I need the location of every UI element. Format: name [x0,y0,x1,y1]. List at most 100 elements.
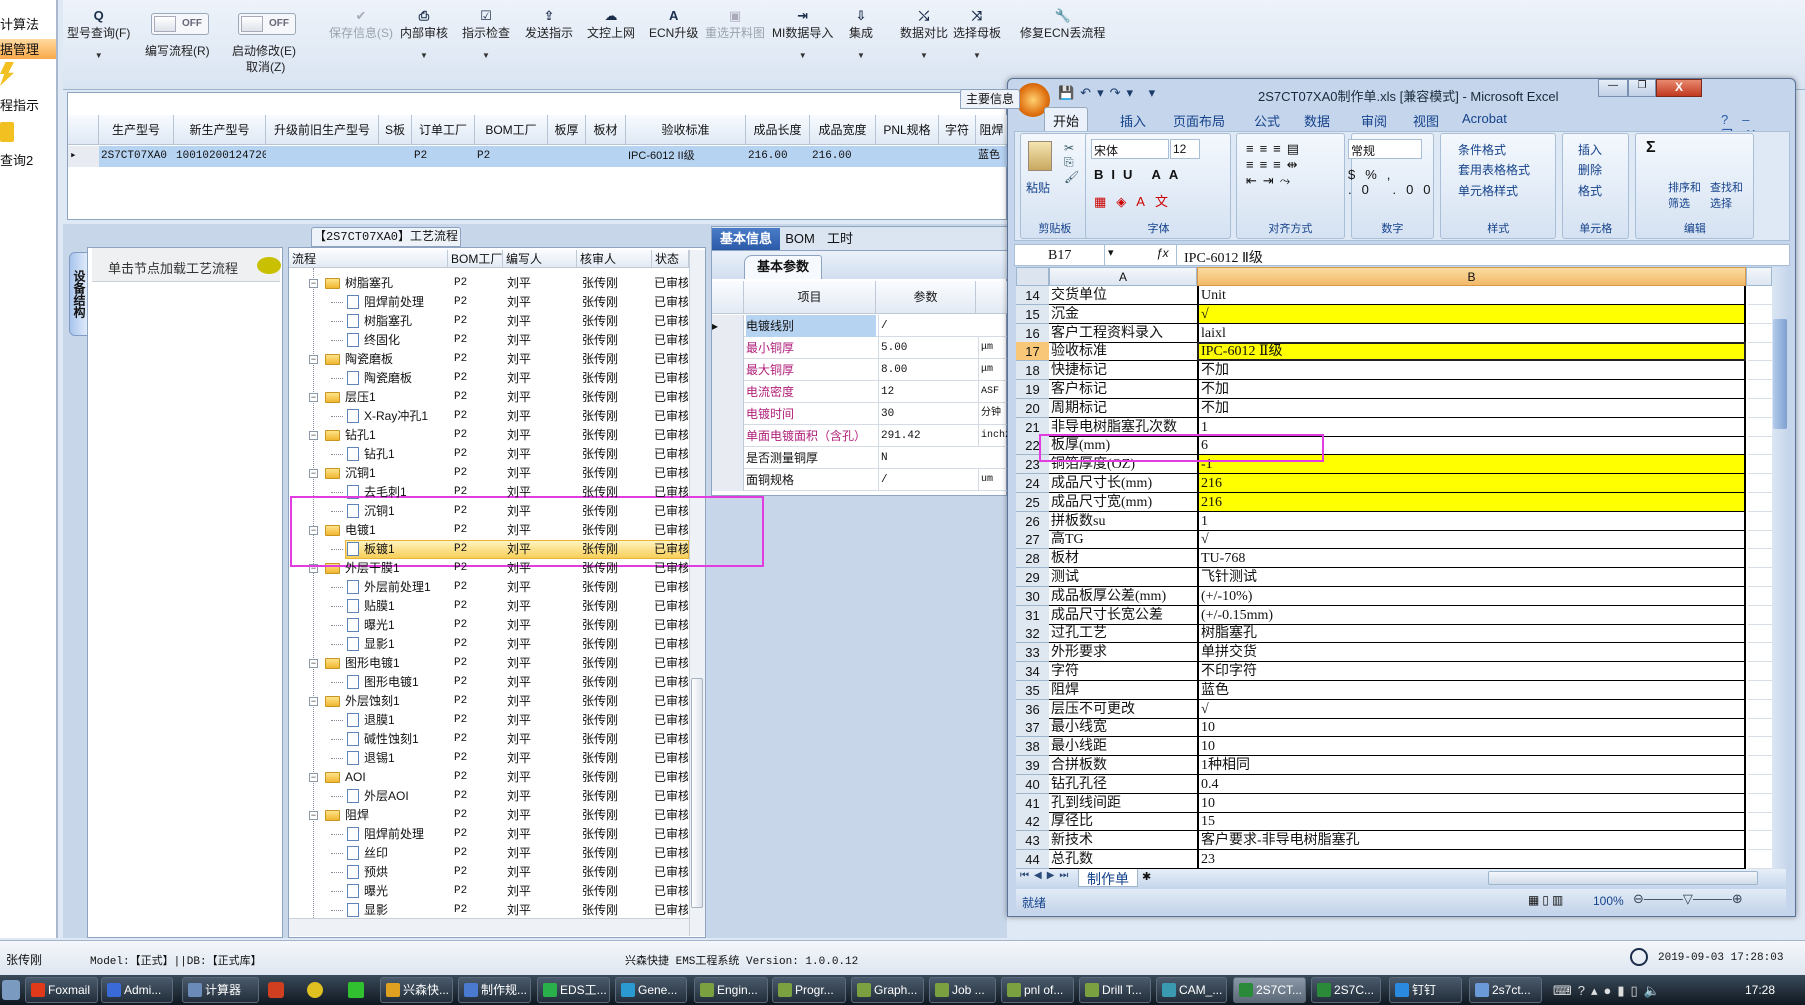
collapse-icon[interactable]: − [309,696,318,706]
collapse-icon[interactable]: − [309,525,318,535]
cell-c[interactable] [1748,606,1772,625]
cell-a[interactable]: 成品尺寸长(mm) [1049,474,1197,493]
tree-row[interactable]: 树脂塞孔 P2 刘平 张传刚 已审核 [289,312,689,331]
tree-row[interactable]: 阻焊前处理 P2 刘平 张传刚 已审核 [289,293,689,312]
tree-row[interactable]: 外层AOI P2 刘平 张传刚 已审核 [289,787,689,806]
cell-a[interactable]: 拼板数su [1049,512,1197,531]
tab-1[interactable]: BOM [785,231,815,246]
ribbon-tab[interactable]: 插入 [1120,114,1147,129]
font-size-select[interactable]: 12 [1170,139,1200,159]
row-number[interactable]: 37 [1016,718,1049,738]
param-value[interactable]: 30 [878,403,976,425]
column-header[interactable]: 新生产型号 [174,115,266,145]
column-header[interactable]: 板材 [586,115,626,145]
cell-a[interactable]: 成品板厚公差(mm) [1049,587,1197,606]
toolbar-button[interactable]: A ECN升级 [649,8,698,41]
cell-a[interactable]: 客户工程资料录入 [1049,324,1197,343]
cell-b[interactable]: √ [1197,699,1746,719]
cell-a[interactable]: 钻孔孔径 [1049,775,1197,794]
column-header-c[interactable] [1746,267,1772,286]
cell-a[interactable]: 字符 [1049,662,1197,681]
grid-cell[interactable]: 216.00 [746,146,810,167]
param-row[interactable]: 最大铜厚 8.00 μm [712,359,1008,381]
cell-c[interactable] [1748,831,1772,851]
cell-a[interactable]: 最小线距 [1049,737,1197,757]
scrollbar-thumb[interactable] [691,678,703,908]
ribbon-tab[interactable]: 审阅 [1361,114,1388,129]
cell-a[interactable]: 交货单位 [1049,286,1197,305]
cell-b[interactable]: 23 [1197,850,1746,869]
taskbar-button[interactable]: pnl of... [1001,977,1074,1003]
cell-c[interactable] [1748,624,1772,644]
cell-a[interactable]: 验收标准 [1049,342,1197,362]
tree-row[interactable]: − 图形电镀1 P2 刘平 张传刚 已审核 [289,654,689,673]
tree-row[interactable]: − 层压1 P2 刘平 张传刚 已审核 [289,388,689,407]
row-number[interactable]: 24 [1016,474,1049,493]
row-number[interactable]: 27 [1016,530,1049,550]
param-row[interactable]: 单面电镀面积（含孔） 291.42inch2 [712,425,1008,447]
cell-a[interactable]: 周期标记 [1049,399,1197,418]
tree-row[interactable]: 退锡1 P2 刘平 张传刚 已审核 [289,749,689,768]
row-number[interactable]: 16 [1016,323,1049,343]
taskbar-button[interactable]: Progr... [772,977,846,1003]
cell-b[interactable]: 15 [1197,812,1746,832]
column-header[interactable] [712,281,744,314]
taskbar-button[interactable]: Drill T... [1079,977,1151,1003]
cell-a[interactable]: 成品尺寸宽(mm) [1049,493,1197,512]
font-color-buttons[interactable]: ▦◈A文 [1094,194,1178,209]
column-header[interactable]: 阻焊 [976,115,1008,145]
taskbar-button[interactable]: Foxmail [25,977,98,1003]
ribbon-tab[interactable]: Acrobat [1462,111,1507,126]
column-header[interactable]: 字符 [939,115,976,145]
row-number[interactable]: 44 [1016,850,1049,869]
grid-cell[interactable] [939,146,976,167]
grid-cell[interactable]: 2S7CT07XA0 [99,146,174,167]
row-number[interactable]: 36 [1016,699,1049,719]
row-number[interactable]: 25 [1016,492,1049,512]
name-box[interactable]: B17 [1048,248,1072,263]
param-value[interactable]: 8.00 [878,359,976,381]
insert-sheet-icon[interactable]: ✱ [1142,871,1152,883]
format-cells-button[interactable]: 格式 [1578,184,1603,198]
cell-b[interactable]: (+/-10%) [1197,586,1746,606]
tree-row[interactable]: 沉铜1 P2 刘平 张传刚 已审核 [289,502,689,521]
taskbar-button[interactable]: 2S7C... [1311,977,1381,1003]
tree-row[interactable]: − 外层蚀刻1 P2 刘平 张传刚 已审核 [289,692,689,711]
cancel-label[interactable]: 取消(Z) [246,60,286,74]
cell-b[interactable]: 不加 [1197,398,1746,418]
param-value[interactable]: / [878,315,976,337]
row-number[interactable]: 15 [1016,304,1049,324]
cell-b[interactable]: 1 [1197,417,1746,437]
close-button[interactable]: X [1656,79,1702,97]
chevron-down-icon[interactable]: ▼ [920,51,928,60]
cell-c[interactable] [1748,380,1772,399]
cell-b[interactable]: √ [1197,304,1746,324]
tree-row[interactable]: − 阻焊 P2 刘平 张传刚 已审核 [289,806,689,825]
cell-a[interactable]: 非导电树脂塞孔次数 [1049,418,1197,437]
cell-b[interactable]: 216 [1197,474,1746,493]
row-number[interactable]: 29 [1016,568,1049,587]
column-header[interactable]: 升级前旧生产型号 [266,115,379,145]
param-row[interactable]: 电流密度 12 ASF [712,381,1008,403]
nav-item[interactable]: 据管理 [0,39,56,59]
cell-a[interactable]: 测试 [1049,568,1197,587]
column-header[interactable]: PNL规格 [876,115,939,145]
cell-b[interactable]: 0.4 [1197,774,1746,794]
tree-row[interactable]: − AOI P2 刘平 张传刚 已审核 [289,768,689,787]
cell-a[interactable]: 总孔数 [1049,850,1197,869]
cell-c[interactable] [1748,643,1772,663]
select-all-corner[interactable] [1016,267,1049,286]
row-number[interactable]: 35 [1016,680,1049,700]
tree-row[interactable]: 曝光 P2 刘平 张传刚 已审核 [289,882,689,901]
column-header[interactable]: 成品宽度 [810,115,876,145]
cell-a[interactable]: 外形要求 [1049,643,1197,663]
cell-b[interactable]: 10 [1197,737,1746,757]
chevron-down-icon[interactable]: ▼ [973,51,981,60]
taskbar-button[interactable]: Engin... [694,977,768,1003]
maximize-button[interactable]: ❐ [1628,79,1656,97]
write-flow-toggle[interactable]: OFF [151,13,209,35]
taskbar-button[interactable]: Gene... [615,977,687,1003]
horizontal-scrollbar[interactable] [1488,871,1758,885]
name-box-dropdown-icon[interactable]: ▾ [1108,247,1114,259]
table-format-button[interactable]: 套用表格格式 [1458,163,1531,177]
